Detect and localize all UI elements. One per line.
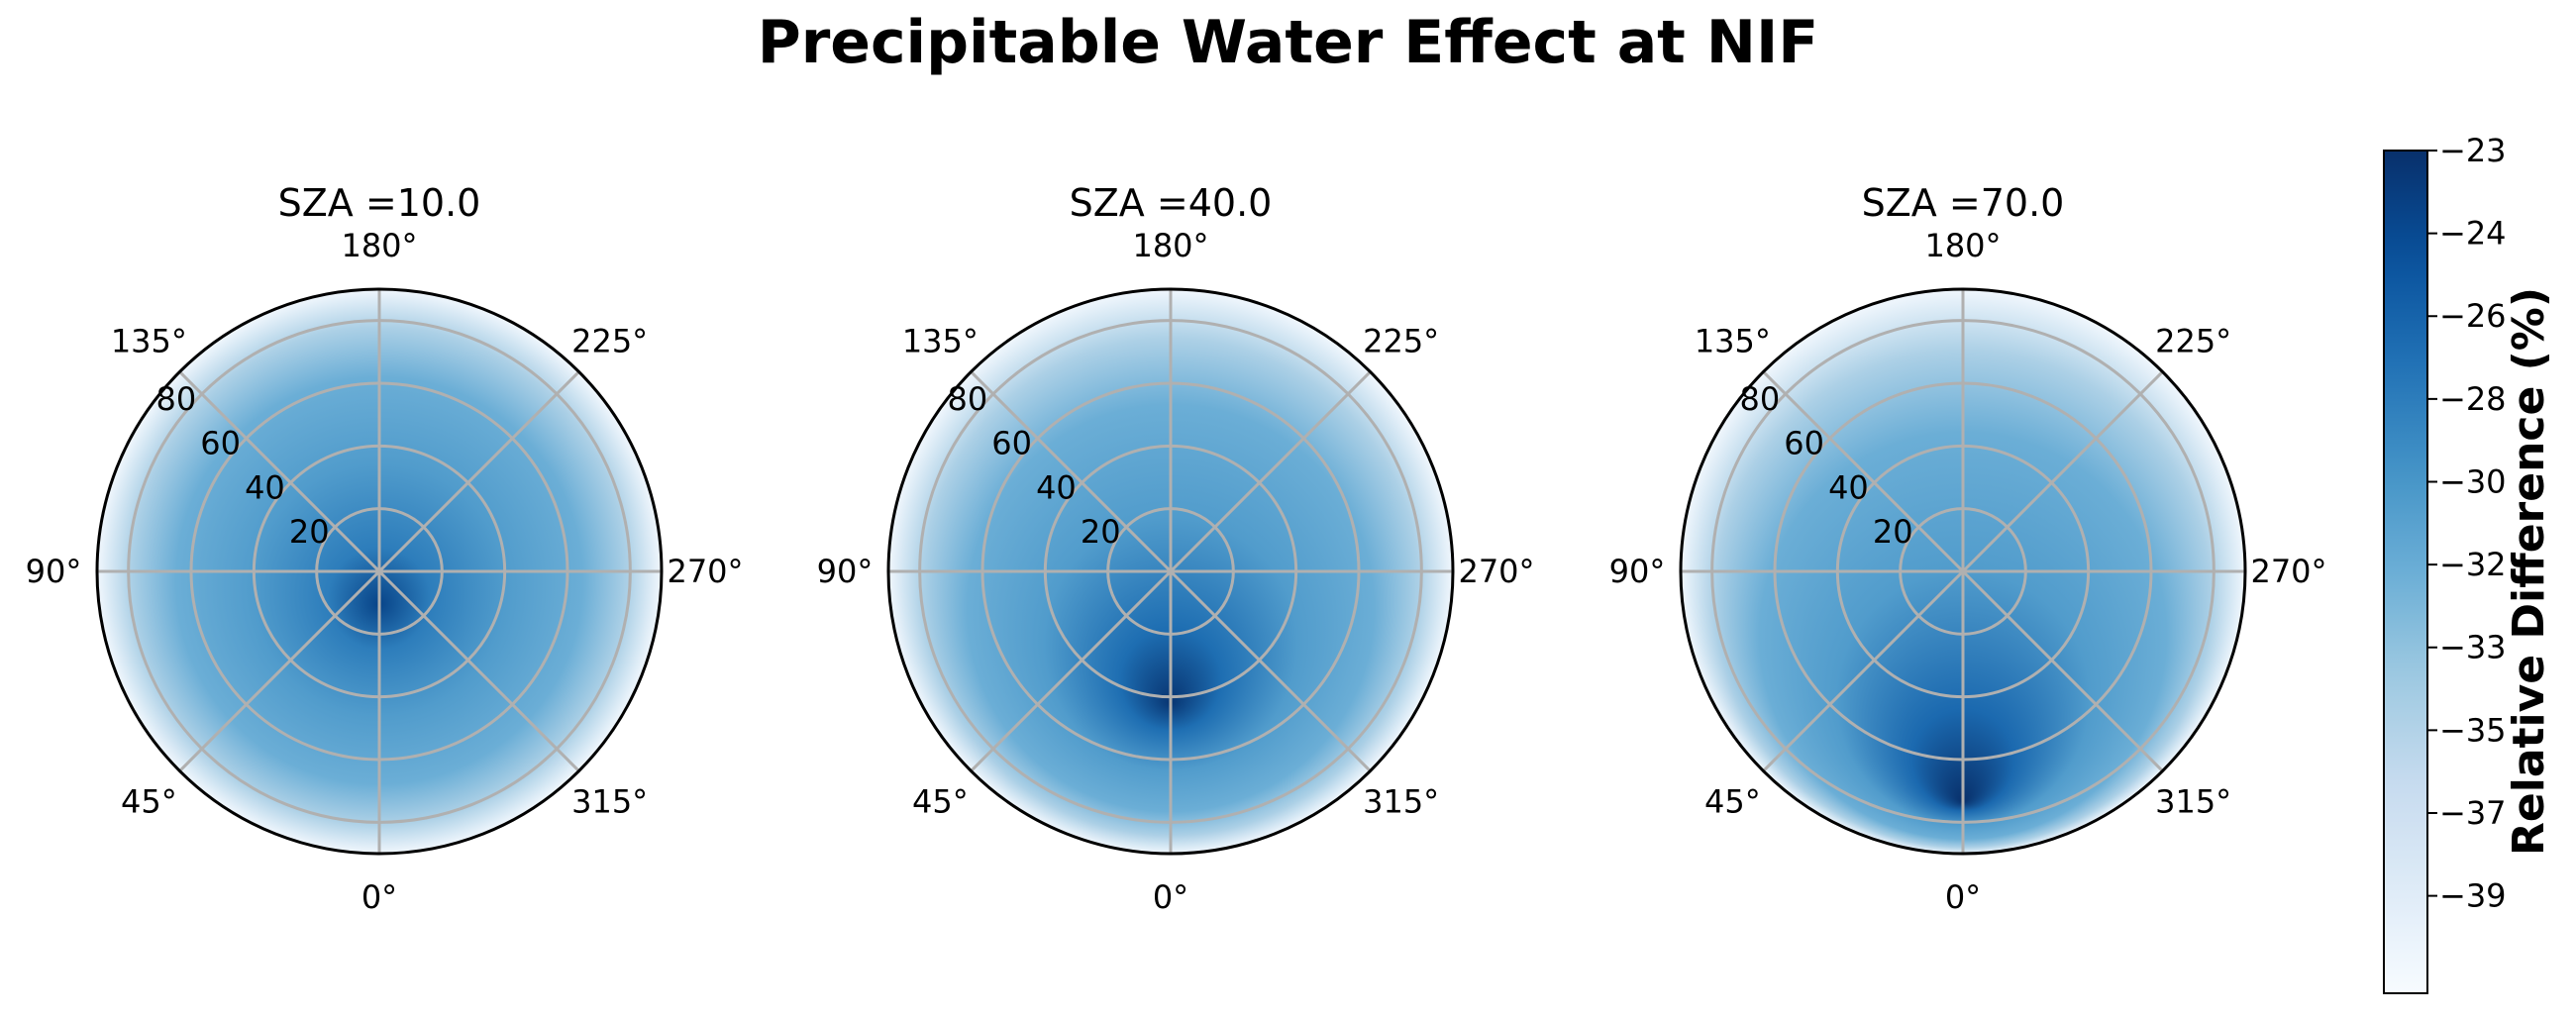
angular-tick-label: 270° (2250, 553, 2326, 590)
radial-tick-label: 80 (948, 380, 988, 418)
angular-tick-label: 45° (912, 783, 969, 821)
angular-tick-label: 135° (902, 322, 979, 359)
angular-gridline (377, 569, 580, 772)
angular-tick-label: 90° (1609, 553, 1666, 590)
colorbar-gradient (2383, 150, 2428, 994)
angular-gridline (1762, 569, 1965, 772)
angular-gridline (970, 569, 1173, 772)
panel-title: SZA =70.0 (1862, 181, 2065, 225)
angular-gridline (377, 370, 580, 573)
polar-outline (886, 287, 1455, 856)
radial-tick-label: 40 (1036, 468, 1077, 506)
angular-tick-label: 315° (1363, 783, 1439, 821)
angular-gridline (1762, 370, 1965, 573)
colorbar: −23 −24 −26 −28 −30 −32 −33 −35 −37 −39 Relative D… (2383, 132, 2554, 994)
angular-tick-label: 135° (111, 322, 187, 359)
angular-gridline (178, 370, 381, 573)
radial-tick-label: 80 (156, 380, 197, 418)
radial-tick-label: 60 (200, 425, 241, 462)
radial-tick-label: 20 (289, 513, 330, 551)
radial-tick-label: 40 (245, 468, 285, 506)
angular-tick-label: 135° (1695, 322, 1771, 359)
colorbar-label: Relative Difference (%) (2504, 287, 2554, 856)
angular-tick-label: 315° (571, 783, 648, 821)
angular-tick-label: 0° (361, 878, 397, 916)
polar-outline (1679, 287, 2247, 856)
radial-tick-label: 60 (1784, 425, 1824, 462)
radial-tick-label: 60 (991, 425, 1032, 462)
colorbar-tick-label: −39 (2439, 877, 2507, 915)
colorbar-tick-label: −23 (2439, 132, 2507, 169)
angular-gridline (1169, 370, 1372, 573)
angular-tick-label: 0° (1945, 878, 1981, 916)
radial-tick-label: 40 (1828, 468, 1869, 506)
angular-tick-label: 180° (1132, 227, 1208, 264)
angular-tick-label: 270° (667, 553, 743, 590)
angular-tick-label: 315° (2155, 783, 2231, 821)
angular-tick-label: 90° (26, 553, 82, 590)
radial-tick-label: 80 (1740, 380, 1781, 418)
angular-tick-label: 225° (1363, 322, 1439, 359)
angular-tick-label: 225° (2155, 322, 2231, 359)
angular-gridline (1169, 569, 1372, 772)
angular-gridline (1961, 569, 2164, 772)
colorbar-tick-label: −37 (2439, 794, 2507, 832)
angular-gridline (178, 569, 381, 772)
colorbar-tick-label: −30 (2439, 462, 2507, 500)
angular-gridline (970, 370, 1173, 573)
angular-tick-label: 45° (121, 783, 177, 821)
angular-tick-label: 45° (1704, 783, 1761, 821)
colorbar-tick-label: −26 (2439, 297, 2507, 335)
colorbar-tick-label: −32 (2439, 546, 2507, 583)
angular-tick-label: 90° (817, 553, 874, 590)
radial-tick-label: 20 (1081, 513, 1121, 551)
radial-tick-label: 20 (1873, 513, 1913, 551)
chart-title: Precipitable Water Effect at NIF (757, 8, 1819, 77)
colorbar-tick-label: −24 (2439, 215, 2507, 253)
colorbar-tick-label: −28 (2439, 380, 2507, 418)
polar-outline (95, 287, 664, 856)
angular-tick-label: 225° (571, 322, 648, 359)
colorbar-tick-label: −33 (2439, 629, 2507, 666)
angular-tick-label: 0° (1153, 878, 1188, 916)
angular-tick-label: 270° (1458, 553, 1534, 590)
angular-gridline (1961, 370, 2164, 573)
angular-tick-label: 180° (1924, 227, 2001, 264)
panel-title: SZA =10.0 (278, 181, 481, 225)
panel-title: SZA =40.0 (1070, 181, 1273, 225)
colorbar-tick-label: −35 (2439, 711, 2507, 749)
angular-tick-label: 180° (341, 227, 417, 264)
